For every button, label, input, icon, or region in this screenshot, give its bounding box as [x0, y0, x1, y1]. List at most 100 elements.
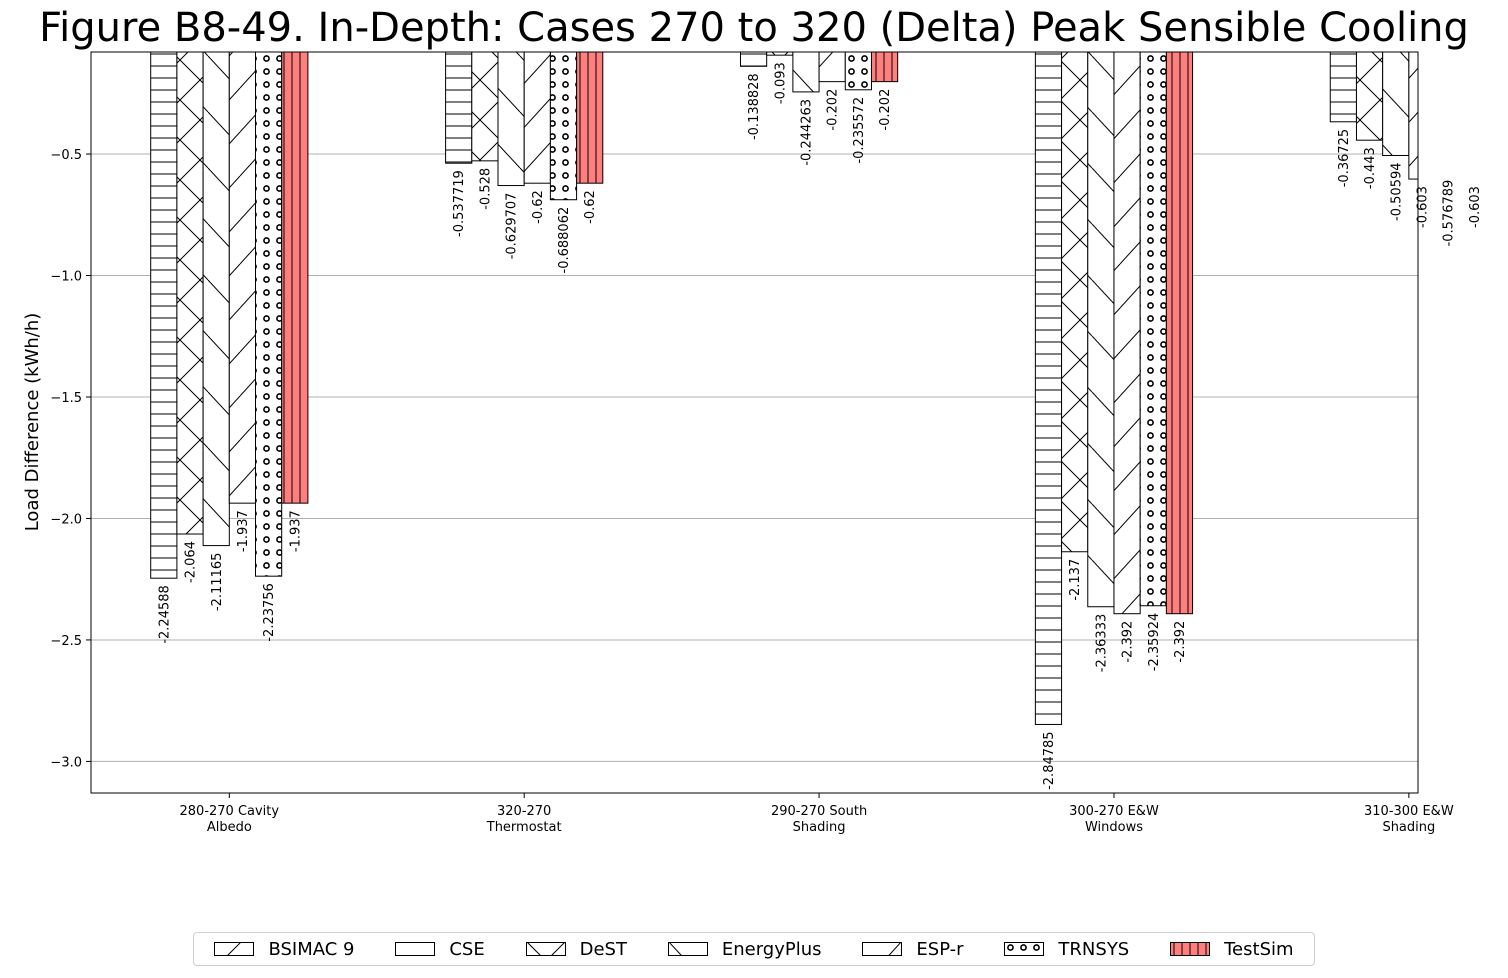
legend-item: TestSim [1170, 938, 1294, 960]
legend-item: TRNSYS [1004, 939, 1129, 960]
legend-swatch [862, 942, 903, 956]
bar-value-label: -0.244263 [800, 99, 815, 166]
axes: −0.5 −1.0 −1.5 −2.0 −2.5 −3.0 280-270 Cavity Al… [50, 148, 1453, 835]
legend-label: TRNSYS [1058, 938, 1130, 960]
bar-value-label: -0.603 [1468, 186, 1483, 228]
legend-label: DeST [579, 938, 627, 960]
bar [1061, 52, 1089, 553]
y-tick-label: −1.5 [50, 391, 82, 406]
chart-title: Figure B8-49. In-Depth: Cases 270 to 320… [39, 5, 1469, 51]
bar-value-label: -0.537719 [452, 170, 467, 237]
bar [844, 52, 872, 91]
bar-value-label: -0.202 [878, 89, 893, 131]
bar [497, 52, 525, 187]
y-tick-label: −0.5 [50, 148, 82, 163]
bars [150, 33, 1487, 725]
bar-value-label: -2.392 [1173, 621, 1188, 663]
legend-label: EnergyPlus [721, 938, 822, 960]
y-tick-label: −2.0 [50, 512, 82, 527]
y-tick-label: −1.0 [50, 270, 82, 285]
bar-value-label: -0.50594 [1389, 162, 1404, 220]
bar-value-label: -0.443 [1363, 147, 1378, 189]
legend-label: TestSim [1224, 938, 1294, 960]
legend-swatch [1170, 942, 1211, 956]
y-tick-label: −3.0 [50, 755, 82, 770]
bar-value-label: -0.62 [531, 190, 546, 224]
bar-value-label: -2.84785 [1042, 731, 1057, 789]
bar [1034, 52, 1063, 725]
legend-item: EnergyPlus [667, 938, 822, 960]
bar-value-label: -0.235572 [852, 97, 867, 164]
legend-swatch [1004, 942, 1045, 956]
bar-value-label: -0.36725 [1337, 129, 1352, 187]
bar [202, 52, 230, 547]
bar [1329, 52, 1357, 123]
bar [1087, 52, 1115, 608]
bar [792, 52, 820, 93]
bar-value-label: -2.392 [1121, 621, 1136, 663]
bar-value-label: -2.24588 [157, 585, 172, 643]
legend-label: ESP-r [916, 938, 964, 960]
bar [176, 52, 204, 535]
bar [766, 52, 794, 56]
legend-item: ESP-r [862, 938, 964, 960]
bar [1139, 52, 1167, 607]
bar-bg [1435, 33, 1461, 173]
bar [549, 52, 578, 201]
bar-value-label: -2.36333 [1094, 614, 1109, 672]
legend-label: BSIMAC 9 [268, 938, 355, 960]
bar [818, 52, 846, 83]
legend-swatch [395, 942, 436, 956]
bar-value-label: -0.528 [478, 168, 493, 210]
bar-value-label: -0.62 [583, 190, 598, 224]
x-tick-label: 320-270 Thermostat [486, 804, 562, 835]
legend-item: CSE [395, 938, 485, 960]
x-tick-label: 300-270 E&W Windows [1069, 804, 1159, 835]
bar-value-label: -0.688062 [557, 207, 572, 274]
y-axis-label: Load Difference (kWh/h) [22, 313, 43, 532]
legend-item: DeST [525, 938, 627, 960]
bar [870, 52, 899, 83]
bar-value-label: -0.603 [1416, 186, 1431, 228]
bar-value-label: -2.35924 [1147, 613, 1162, 671]
bar-bg [1461, 33, 1487, 179]
bar-value-label: -0.576789 [1442, 180, 1457, 247]
bar [1382, 52, 1410, 156]
bar-value-label: -0.629707 [505, 193, 520, 260]
bar-value-label: -0.093 [773, 62, 788, 104]
bar [281, 52, 309, 504]
legend-swatch [667, 942, 708, 956]
bar [523, 52, 551, 184]
x-tick-label: 310-300 E&W Shading [1364, 804, 1454, 835]
grid-lines [91, 153, 1418, 762]
bar [1165, 52, 1194, 615]
legend-item: BSIMAC 9 [214, 939, 354, 960]
bar-value-label: -1.937 [236, 510, 251, 552]
y-tick-label: −2.5 [50, 634, 82, 649]
bar-value-label: -1.937 [288, 510, 303, 552]
bar [228, 52, 257, 504]
bar [1113, 52, 1141, 615]
bar [255, 52, 283, 577]
legend-swatch [525, 942, 566, 956]
x-tick-label: 280-270 Cavity Albedo [180, 804, 280, 835]
legend: BSIMAC 9 CSE DeST EnergyPlus ESP-r TRNSYS Test… [193, 932, 1315, 966]
legend-swatch [214, 942, 255, 956]
bar [1461, 33, 1487, 179]
bar [1435, 33, 1461, 173]
bar-value-label: -0.202 [826, 89, 841, 131]
bar-value-labels: -2.24588 -2.064 -2.11165 -1.937 -2.23756 -1.9… [157, 62, 1483, 790]
legend-label: CSE [449, 938, 485, 960]
bar [739, 52, 768, 67]
x-tick-label: 290-270 South Shading [771, 804, 867, 835]
bar-value-label: -2.137 [1068, 559, 1083, 601]
bar [150, 52, 178, 579]
bar-value-label: -2.11165 [210, 553, 225, 611]
bar [471, 52, 499, 162]
bar [1408, 52, 1418, 180]
bar-value-label: -0.138828 [747, 73, 762, 140]
bar-value-label: -2.064 [184, 541, 199, 583]
bar [1355, 52, 1384, 141]
plot-frame [90, 51, 1419, 794]
